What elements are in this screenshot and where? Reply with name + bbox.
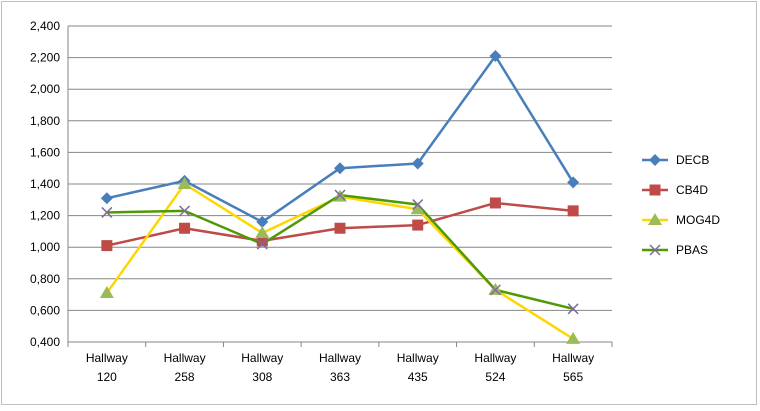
- data-point-decb: [334, 162, 346, 175]
- legend-marker-cb4d: [649, 184, 661, 196]
- line-chart: 0,400 0,600 0,800 1,000 1,200 1,400 1,600 1,800…: [30, 19, 720, 384]
- legend-marker-mog4d: [648, 213, 662, 225]
- data-point-pbas: [489, 284, 501, 296]
- chart-frame: 0,400 0,600 0,800 1,000 1,200 1,400 1,600 1,800…: [1, 1, 757, 405]
- series-line-mog4d: [105, 182, 574, 340]
- data-point-mog4d: [177, 177, 192, 189]
- data-point-cb4d: [101, 240, 113, 252]
- y-tick-label: 1,400: [30, 177, 60, 191]
- legend-label-mog4d: MOG4D: [676, 213, 720, 227]
- data-point-decb: [411, 157, 424, 170]
- data-point-decb: [567, 176, 580, 189]
- legend-label-decb: DECB: [676, 153, 709, 167]
- x-tick-label: Hallway 258: [164, 351, 206, 384]
- x-tick-label: Hallway 435: [397, 351, 439, 384]
- data-point-decb: [256, 215, 269, 228]
- y-tick-label: 1,000: [30, 240, 60, 254]
- y-tick-label: 2,400: [30, 19, 60, 33]
- y-tick-label: 1,200: [30, 209, 60, 223]
- x-tick-label: Hallway 120: [86, 351, 128, 384]
- legend-label-pbas: PBAS: [676, 243, 708, 257]
- y-tick-label: 1,600: [30, 145, 60, 159]
- data-point-pbas: [412, 199, 424, 211]
- data-point-cb4d: [489, 197, 501, 209]
- data-point-mog4d: [255, 225, 270, 238]
- data-point-pbas: [101, 206, 113, 218]
- data-point-cb4d: [256, 235, 268, 247]
- data-point-pbas: [256, 238, 268, 250]
- x-tick-label: Hallway 308: [241, 351, 283, 384]
- data-point-cb4d: [334, 222, 346, 234]
- y-tick-label: 2,000: [30, 82, 60, 96]
- data-point-pbas: [179, 205, 191, 217]
- data-point-pbas: [334, 189, 346, 201]
- x-tick-label: Hallway 363: [319, 351, 361, 384]
- data-point-pbas: [567, 303, 579, 315]
- data-point-mog4d: [410, 202, 425, 215]
- series-line-pbas: [106, 193, 574, 311]
- y-tick-label: 1,800: [30, 114, 60, 128]
- x-tick-label: Hallway 524: [474, 351, 516, 384]
- data-point-decb: [100, 192, 113, 205]
- legend-label-cb4d: CB4D: [676, 183, 708, 197]
- y-tick-label: 0,400: [30, 335, 60, 349]
- data-point-decb: [489, 50, 502, 63]
- data-point-cb4d: [412, 219, 424, 231]
- legend-marker-decb: [649, 154, 661, 166]
- data-point-mog4d: [99, 286, 114, 299]
- data-point-cb4d: [179, 222, 191, 234]
- y-tick-label: 0,600: [30, 303, 60, 317]
- y-tick-label: 2,200: [30, 51, 60, 65]
- data-point-mog4d: [566, 331, 581, 344]
- data-point-cb4d: [567, 205, 579, 217]
- y-tick-label: 0,800: [30, 272, 60, 286]
- x-tick-label: Hallway 565: [552, 351, 594, 384]
- legend-marker-pbas: [649, 244, 661, 256]
